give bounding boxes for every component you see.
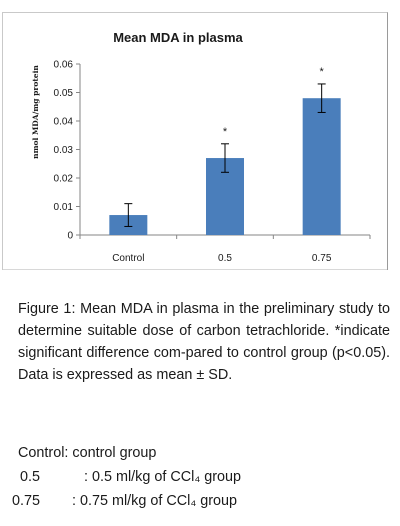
y-tick-label: 0.04 xyxy=(54,117,74,128)
y-axis-label: nmol MDA/mg protein xyxy=(31,65,40,159)
bar xyxy=(302,98,341,235)
y-tick-label: 0 xyxy=(67,231,73,242)
chart-frame xyxy=(2,12,388,270)
legend-note-0-5: 0.5 : 0.5 ml/kg of CCl₄ group xyxy=(20,469,242,485)
x-tick-label: Control xyxy=(112,253,144,264)
legend-note-control: Control: control group xyxy=(18,445,157,461)
bar-chart: Mean MDA in plasma nmol MDA/mg protein *… xyxy=(31,30,371,264)
legend-note-0-75: 0.75 : 0.75 ml/kg of CCl₄ group xyxy=(12,493,238,509)
y-tick-label: 0.06 xyxy=(54,60,74,71)
significance-marker: * xyxy=(223,126,228,138)
y-tick-label: 0.02 xyxy=(54,174,74,185)
x-tick-label: 0.75 xyxy=(312,253,332,264)
y-tick-label: 0.05 xyxy=(54,88,74,99)
significance-marker: * xyxy=(320,66,325,78)
y-tick-label: 0.01 xyxy=(54,202,74,213)
chart-title: Mean MDA in plasma xyxy=(113,30,243,45)
y-tick-label: 0.03 xyxy=(54,145,74,156)
figure-caption: Figure 1: Mean MDA in plasma in the prel… xyxy=(18,301,390,383)
x-tick-label: 0.5 xyxy=(218,253,232,264)
